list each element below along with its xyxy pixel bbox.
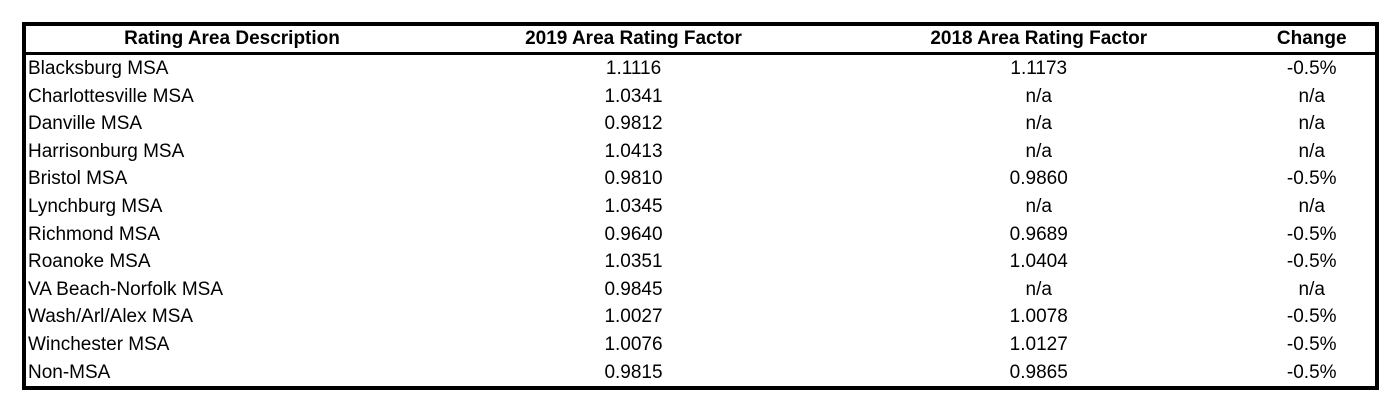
cell-2018-factor: 1.0127 (1009, 333, 1068, 355)
cell-change: n/a (1298, 195, 1325, 217)
cell-2018-factor: 1.0404 (1009, 251, 1068, 273)
column-header-2018-area-rating-factor: 2018 Area Rating Factor (829, 24, 1249, 55)
table-row: Winchester MSA 1.0076 1.0127 -0.5% (24, 331, 1377, 359)
cell-rating-area: Non-MSA (28, 361, 111, 383)
cell-2018-factor: 0.9689 (1009, 223, 1068, 245)
cell-2019-factor: 1.1116 (605, 58, 662, 79)
cell-rating-area: Roanoke MSA (28, 251, 151, 273)
table-row: Non-MSA 0.9815 0.9865 -0.5% (24, 359, 1377, 389)
cell-2019-factor: 0.9845 (604, 278, 663, 300)
cell-2018-factor: 0.9865 (1009, 361, 1068, 383)
cell-rating-area: Richmond MSA (28, 223, 160, 245)
cell-2018-factor: 1.1173 (1010, 58, 1068, 79)
cell-2019-factor: 0.9815 (604, 361, 663, 383)
header-row: Rating Area Description 2019 Area Rating… (24, 24, 1377, 55)
cell-2018-factor: 0.9860 (1009, 168, 1068, 190)
column-header-rating-area-description: Rating Area Description (24, 24, 439, 55)
table-row: Danville MSA 0.9812 n/a n/a (24, 110, 1377, 138)
cell-rating-area: Harrisonburg MSA (28, 140, 185, 162)
cell-2018-factor: 1.0078 (1009, 306, 1068, 328)
table-row: Roanoke MSA 1.0351 1.0404 -0.5% (24, 248, 1377, 276)
table-row: Bristol MSA 0.9810 0.9860 -0.5% (24, 165, 1377, 193)
cell-rating-area: Wash/Arl/Alex MSA (28, 306, 194, 328)
cell-change: n/a (1298, 113, 1325, 135)
cell-2019-factor: 0.9812 (604, 113, 663, 135)
cell-2019-factor: 1.0027 (604, 306, 663, 328)
cell-change: n/a (1298, 140, 1325, 162)
table-row: Wash/Arl/Alex MSA 1.0027 1.0078 -0.5% (24, 303, 1377, 331)
cell-change: -0.5% (1286, 361, 1337, 383)
cell-change: -0.5% (1286, 223, 1337, 245)
table-row: VA Beach-Norfolk MSA 0.9845 n/a n/a (24, 276, 1377, 304)
cell-change: -0.5% (1286, 333, 1337, 355)
cell-2019-factor: 0.9810 (604, 168, 663, 190)
cell-rating-area: Danville MSA (28, 113, 143, 135)
column-header-change: Change (1248, 24, 1377, 55)
area-rating-factor-table: Rating Area Description 2019 Area Rating… (22, 22, 1379, 391)
cell-change: -0.5% (1286, 58, 1337, 79)
table-row: Charlottesville MSA 1.0341 n/a n/a (24, 83, 1377, 111)
table-row: Harrisonburg MSA 1.0413 n/a n/a (24, 138, 1377, 166)
cell-rating-area: Winchester MSA (28, 333, 170, 355)
cell-change: n/a (1298, 85, 1325, 107)
table-row: Lynchburg MSA 1.0345 n/a n/a (24, 193, 1377, 221)
cell-rating-area: Bristol MSA (28, 168, 128, 190)
table-row: Richmond MSA 0.9640 0.9689 -0.5% (24, 221, 1377, 249)
cell-2018-factor: n/a (1025, 195, 1052, 217)
cell-rating-area: Blacksburg MSA (28, 58, 169, 79)
cell-2018-factor: n/a (1025, 140, 1052, 162)
cell-2018-factor: n/a (1025, 278, 1052, 300)
cell-rating-area: Lynchburg MSA (28, 195, 163, 217)
cell-2019-factor: 1.0076 (604, 333, 663, 355)
table-row: Blacksburg MSA 1.1116 1.1173 -0.5% (24, 54, 1377, 83)
cell-rating-area: Charlottesville MSA (28, 85, 194, 107)
cell-rating-area: VA Beach-Norfolk MSA (28, 278, 224, 300)
cell-2018-factor: n/a (1025, 113, 1052, 135)
cell-change: n/a (1298, 278, 1325, 300)
cell-change: -0.5% (1286, 306, 1337, 328)
cell-2019-factor: 0.9640 (604, 223, 663, 245)
cell-2019-factor: 1.0351 (604, 251, 663, 273)
cell-change: -0.5% (1286, 168, 1337, 190)
cell-2019-factor: 1.0345 (604, 195, 663, 217)
cell-change: -0.5% (1286, 251, 1337, 273)
cell-2019-factor: 1.0341 (604, 85, 663, 107)
cell-2019-factor: 1.0413 (604, 140, 663, 162)
cell-2018-factor: n/a (1025, 85, 1052, 107)
column-header-2019-area-rating-factor: 2019 Area Rating Factor (438, 24, 830, 55)
